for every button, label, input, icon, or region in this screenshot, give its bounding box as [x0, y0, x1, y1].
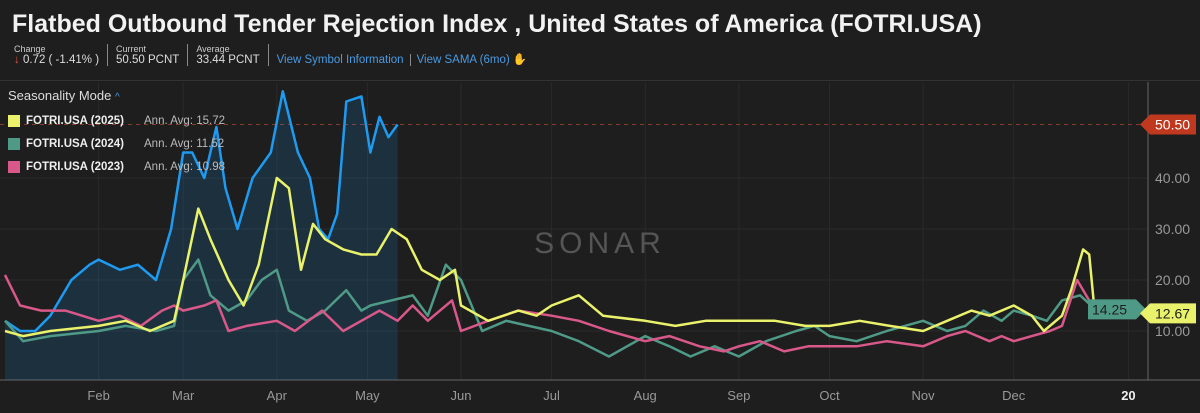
- x-tick-label: May: [355, 388, 380, 403]
- y-tick-label: 10.00: [1155, 323, 1190, 339]
- average-label: Average: [196, 44, 230, 54]
- y-tick-label: 20.00: [1155, 272, 1190, 288]
- view-symbol-info-link[interactable]: View Symbol Information: [277, 54, 411, 66]
- end-value-tag-2024: 14.25: [1092, 301, 1127, 317]
- legend-item[interactable]: FOTRI.USA (2023) Ann. Avg: 10.98: [8, 155, 225, 178]
- legend-item[interactable]: FOTRI.USA (2025) Ann. Avg: 15.72: [8, 109, 225, 132]
- legend-annual-avg: Ann. Avg: 10.98: [144, 160, 225, 173]
- current-value-tag: 50.50: [1155, 116, 1190, 132]
- series-line-0: [4, 90, 399, 333]
- x-tick-label: Aug: [634, 388, 657, 403]
- average-stat: Average 33.44 PCNT: [196, 44, 269, 66]
- seasonality-mode-toggle[interactable]: Seasonality Mode ^: [8, 88, 225, 103]
- legend-series-name: FOTRI.USA (2023): [26, 160, 124, 173]
- legend-swatch: [8, 160, 20, 173]
- page-title: Flatbed Outbound Tender Rejection Index …: [12, 10, 982, 38]
- x-tick-label: Jun: [451, 388, 472, 403]
- legend-item[interactable]: FOTRI.USA (2024) Ann. Avg: 11.52: [8, 132, 225, 155]
- x-tick-label: Dec: [1002, 388, 1026, 403]
- down-arrow-icon: ↓: [14, 54, 20, 66]
- x-tick-label: 20: [1121, 388, 1135, 403]
- current-value: 50.50 PCNT: [116, 54, 180, 66]
- change-value: 0.72 ( -1.41% ): [22, 54, 100, 66]
- end-value-tag-2025: 12.67: [1155, 305, 1190, 321]
- series-line-3: [4, 176, 1097, 338]
- x-tick-label: Oct: [819, 388, 840, 403]
- average-value: 33.44 PCNT: [196, 54, 260, 66]
- legend-swatch: [8, 137, 20, 150]
- y-tick-label: 40.00: [1155, 170, 1190, 186]
- legend-annual-avg: Ann. Avg: 15.72: [144, 114, 225, 127]
- header-divider: [0, 80, 1200, 81]
- series-area: [5, 91, 398, 381]
- sonar-watermark: SONAR: [534, 227, 666, 260]
- change-stat: Change ↓ 0.72 ( -1.41% ): [14, 44, 109, 66]
- sama-icon: ✋: [512, 54, 528, 66]
- current-value-tag-bg: [1140, 114, 1196, 135]
- chevron-up-icon: ^: [114, 92, 120, 103]
- x-tick-label: Mar: [172, 388, 195, 403]
- legend-series-name: FOTRI.USA (2024): [26, 137, 124, 150]
- end-value-tag-2024-bg: [1088, 299, 1146, 320]
- x-tick-label: Nov: [912, 388, 936, 403]
- x-tick-label: Sep: [727, 388, 750, 403]
- y-tick-label: 30.00: [1155, 221, 1190, 237]
- x-tick-label: Jul: [543, 388, 560, 403]
- legend: Seasonality Mode ^ FOTRI.USA (2025) Ann. …: [8, 88, 225, 178]
- view-sama-label: View SAMA (6mo): [416, 54, 510, 66]
- legend-swatch: [8, 114, 20, 127]
- current-label: Current: [116, 44, 147, 54]
- change-label: Change: [14, 44, 46, 54]
- x-tick-label: Feb: [87, 388, 109, 403]
- series-line-1: [4, 258, 1097, 358]
- legend-series-name: FOTRI.USA (2025): [26, 114, 124, 127]
- legend-annual-avg: Ann. Avg: 11.52: [144, 137, 225, 150]
- view-sama-link[interactable]: View SAMA (6mo) ✋: [417, 52, 534, 66]
- end-value-tag-2025-bg: [1140, 303, 1196, 324]
- current-stat: Current 50.50 PCNT: [116, 44, 189, 66]
- seasonality-mode-label: Seasonality Mode: [8, 88, 112, 103]
- stats-bar: Change ↓ 0.72 ( -1.41% ) Current 50.50 PCN…: [14, 44, 539, 66]
- x-tick-label: Apr: [267, 388, 288, 403]
